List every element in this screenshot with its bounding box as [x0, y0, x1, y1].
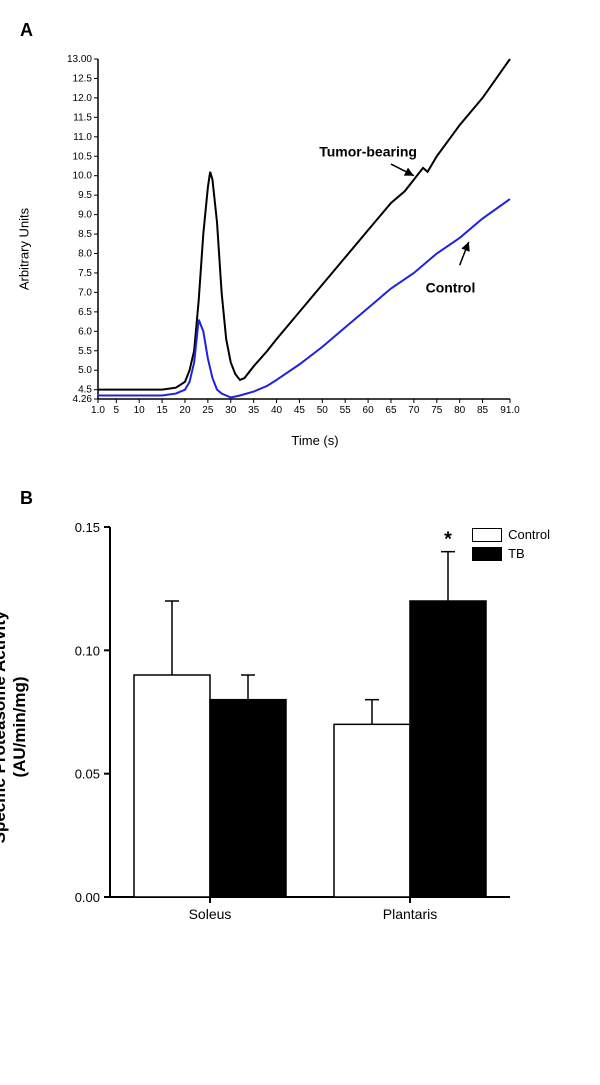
svg-text:12.5: 12.5	[73, 73, 93, 84]
panel-a-label: A	[20, 20, 580, 41]
svg-text:6.5: 6.5	[78, 307, 92, 318]
svg-text:7.0: 7.0	[78, 287, 92, 298]
svg-text:6.0: 6.0	[78, 326, 92, 337]
svg-text:30: 30	[225, 405, 237, 416]
svg-text:85: 85	[477, 405, 489, 416]
svg-text:5.5: 5.5	[78, 346, 92, 357]
chart-a-x-label: Time (s)	[50, 433, 580, 448]
svg-text:Plantaris: Plantaris	[383, 906, 437, 922]
chart-b-y-label: Specific Proteasome Activity (AU/min/mg)	[0, 611, 30, 844]
svg-text:0.00: 0.00	[75, 890, 100, 905]
svg-text:4.5: 4.5	[78, 385, 92, 396]
chart-b-y-label-line2: (AU/min/mg)	[10, 611, 30, 844]
svg-text:11.0: 11.0	[73, 132, 92, 143]
svg-text:91.0: 91.0	[500, 405, 520, 416]
legend-text-tb: TB	[508, 546, 525, 561]
svg-text:1.0: 1.0	[91, 405, 105, 416]
svg-text:13.00: 13.00	[67, 54, 92, 65]
svg-text:25: 25	[202, 405, 214, 416]
svg-text:10.0: 10.0	[73, 171, 93, 182]
svg-text:7.5: 7.5	[78, 268, 92, 279]
svg-text:35: 35	[248, 405, 260, 416]
legend-swatch-control	[472, 528, 502, 542]
svg-text:0.10: 0.10	[75, 643, 100, 658]
chart-a-y-label: Arbitrary Units	[17, 207, 32, 289]
svg-text:40: 40	[271, 405, 283, 416]
svg-text:5: 5	[114, 405, 120, 416]
svg-text:15: 15	[157, 405, 169, 416]
svg-text:5.0: 5.0	[78, 365, 92, 376]
chart-b-y-label-line1: Specific Proteasome Activity	[0, 611, 10, 844]
chart-b-container: Specific Proteasome Activity (AU/min/mg)…	[50, 517, 580, 937]
chart-b-legend: Control TB	[472, 527, 550, 565]
svg-text:65: 65	[385, 405, 397, 416]
svg-text:Tumor-bearing: Tumor-bearing	[319, 143, 417, 159]
svg-text:Soleus: Soleus	[189, 906, 232, 922]
svg-text:8.5: 8.5	[78, 229, 92, 240]
chart-a-svg: 4.264.55.05.56.06.57.07.58.08.59.09.510.…	[50, 49, 520, 429]
svg-text:9.5: 9.5	[78, 190, 92, 201]
svg-text:10.5: 10.5	[73, 151, 93, 162]
chart-b-svg: 0.00 0.05 0.10 0.15 Soleus Plantaris *	[50, 517, 520, 937]
svg-text:20: 20	[179, 405, 191, 416]
svg-text:45: 45	[294, 405, 306, 416]
svg-text:10: 10	[134, 405, 146, 416]
svg-text:0.15: 0.15	[75, 520, 100, 535]
chart-a-container: Arbitrary Units 4.264.55.05.56.06.57.07.…	[50, 49, 580, 448]
svg-text:55: 55	[340, 405, 352, 416]
panel-b-label: B	[20, 488, 580, 509]
svg-text:70: 70	[408, 405, 420, 416]
svg-text:80: 80	[454, 405, 466, 416]
legend-text-control: Control	[508, 527, 550, 542]
svg-text:9.0: 9.0	[78, 210, 92, 221]
svg-text:75: 75	[431, 405, 443, 416]
svg-text:8.0: 8.0	[78, 249, 92, 260]
legend-row-control: Control	[472, 527, 550, 542]
svg-text:0.05: 0.05	[75, 767, 100, 782]
legend-row-tb: TB	[472, 546, 550, 561]
svg-text:50: 50	[317, 405, 329, 416]
svg-text:60: 60	[363, 405, 375, 416]
svg-text:*: *	[444, 529, 452, 551]
legend-swatch-tb	[472, 547, 502, 561]
svg-text:12.0: 12.0	[73, 93, 93, 104]
svg-text:Control: Control	[426, 279, 476, 295]
svg-text:11.5: 11.5	[73, 112, 92, 123]
